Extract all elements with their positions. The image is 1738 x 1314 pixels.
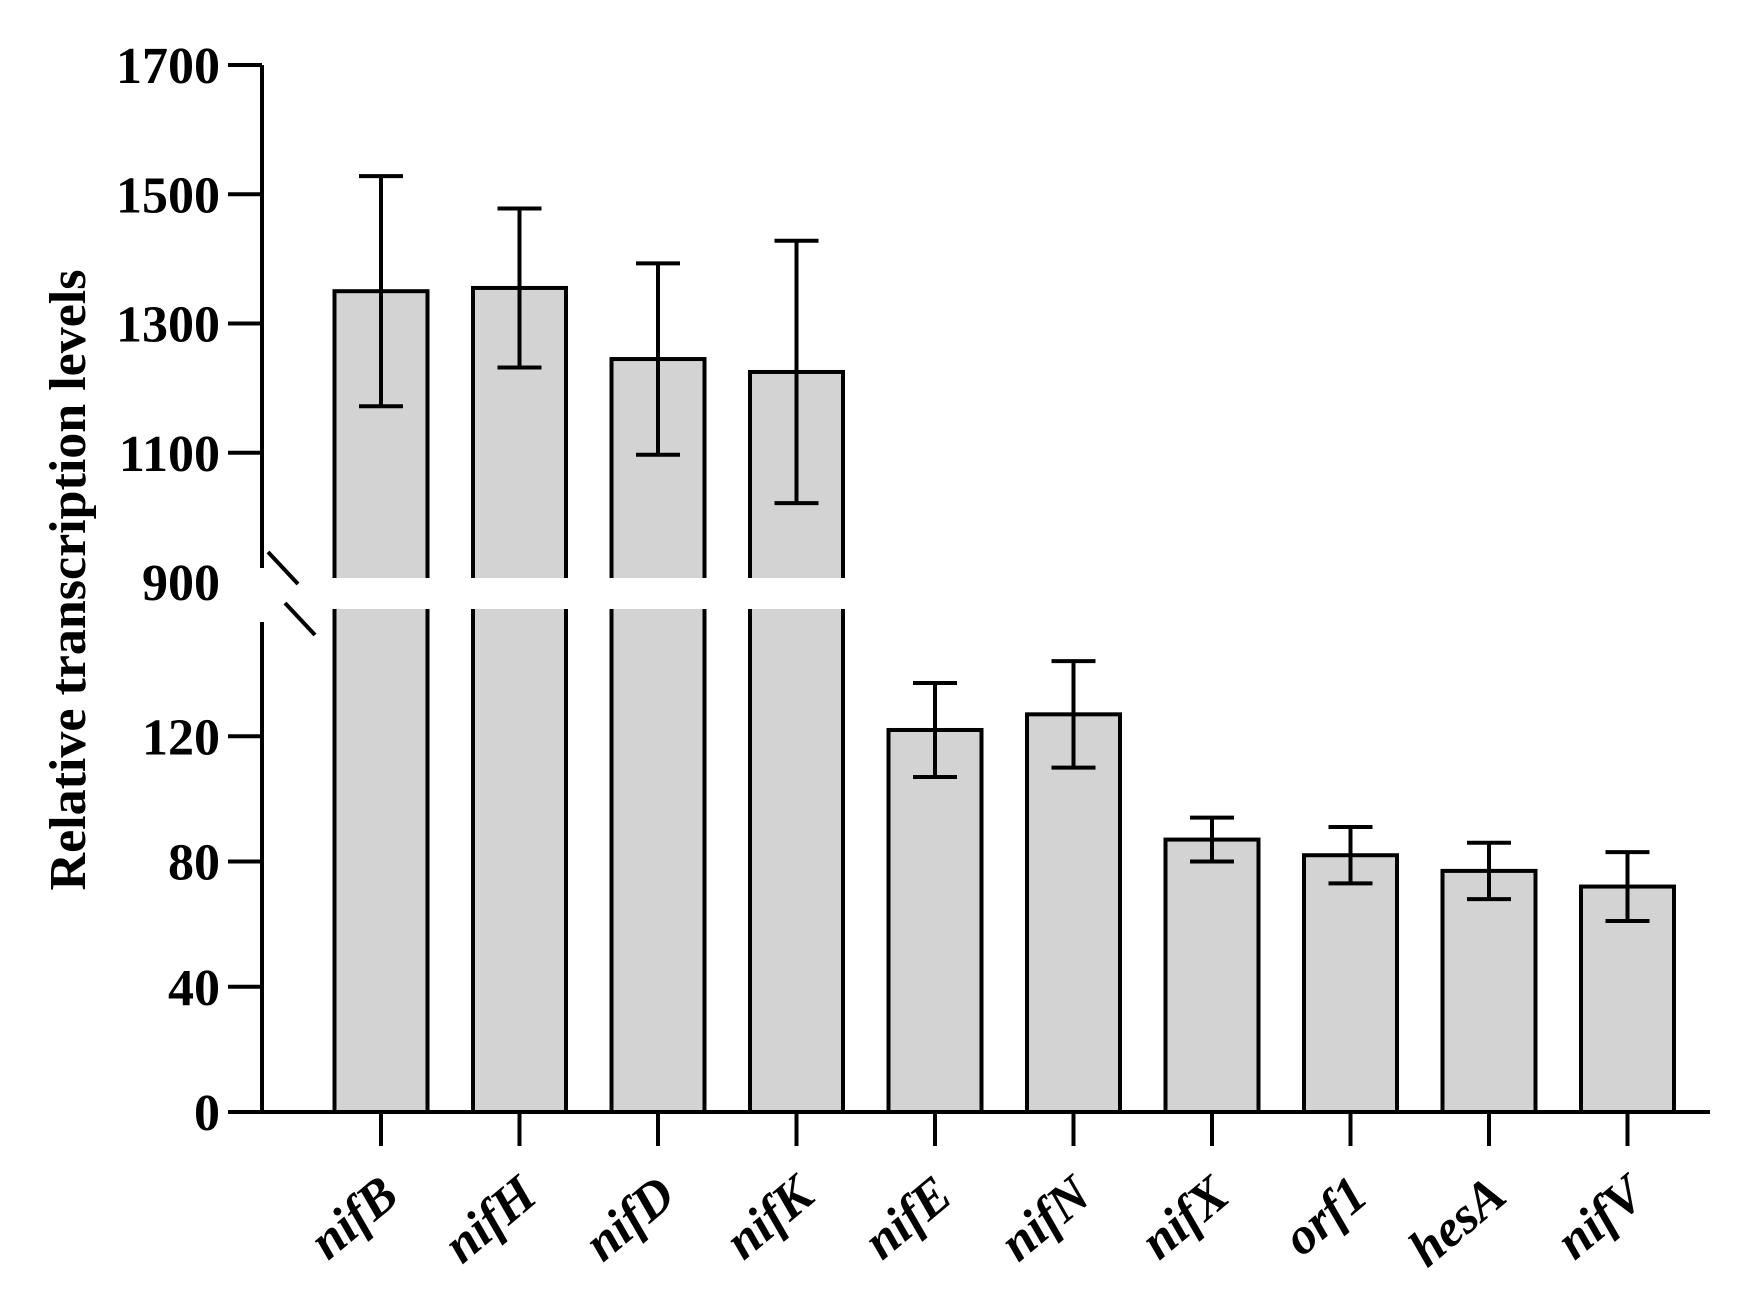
axes-layer (260, 65, 1710, 1114)
bar-nifE (886, 727, 984, 1114)
x-tick-label-nifV: nifV (1546, 1163, 1659, 1271)
bar-nifD (609, 357, 707, 1114)
bar-hesA (1440, 868, 1538, 1114)
bars-layer (332, 285, 1676, 1114)
bar-nifV (1579, 884, 1676, 1114)
y-tick-label-0: 0 (194, 1085, 220, 1142)
y-tick-label-1700: 1700 (116, 38, 220, 95)
y-axis-title-group: Relative transcription levels (40, 270, 97, 891)
x-tick-label-nifK: nifK (715, 1163, 827, 1270)
y-tick-label-1500: 1500 (116, 167, 220, 224)
x-tick-label-hesA: hesA (1398, 1166, 1517, 1278)
y-tick-label-40: 40 (168, 960, 220, 1017)
y-tick-label-1100: 1100 (119, 426, 220, 483)
y-tick-label-80: 80 (168, 835, 220, 892)
y-ticks-layer: 0 40 80 120 900 1100 1300 1500 1700 (116, 38, 1630, 1146)
axis-break-gap (268, 578, 1716, 609)
x-tick-label-nifH: nifH (433, 1165, 548, 1275)
y-tick-label-900: 900 (142, 555, 220, 612)
axis-break-layer (268, 578, 1716, 609)
x-tick-label-nifX: nifX (1130, 1165, 1241, 1271)
bar-nifX (1163, 837, 1261, 1114)
axis-break-mark-2 (283, 601, 317, 637)
x-tick-label-nifE: nifE (853, 1166, 963, 1271)
x-tick-label-nifD: nifD (574, 1166, 686, 1273)
x-categories-layer: nifB nifH nifD nifK nifE nifN nifX orf1 hesA nifV (299, 1163, 1659, 1278)
bar-nifH (471, 285, 568, 1114)
x-tick-label-nifB: nifB (299, 1166, 409, 1271)
y-tick-label-120: 120 (142, 709, 220, 766)
x-tick-label-nifN: nifN (989, 1164, 1103, 1272)
bar-orf1 (1302, 853, 1399, 1114)
x-tick-label-orf1: orf1 (1273, 1166, 1378, 1267)
error-bars-layer (359, 174, 1650, 923)
bar-nifN (1025, 712, 1122, 1114)
y-tick-label-1300: 1300 (116, 297, 220, 354)
axis-break-mark-1 (266, 550, 300, 586)
bar-nifB (332, 289, 430, 1114)
y-axis-title: Relative transcription levels (40, 270, 97, 891)
